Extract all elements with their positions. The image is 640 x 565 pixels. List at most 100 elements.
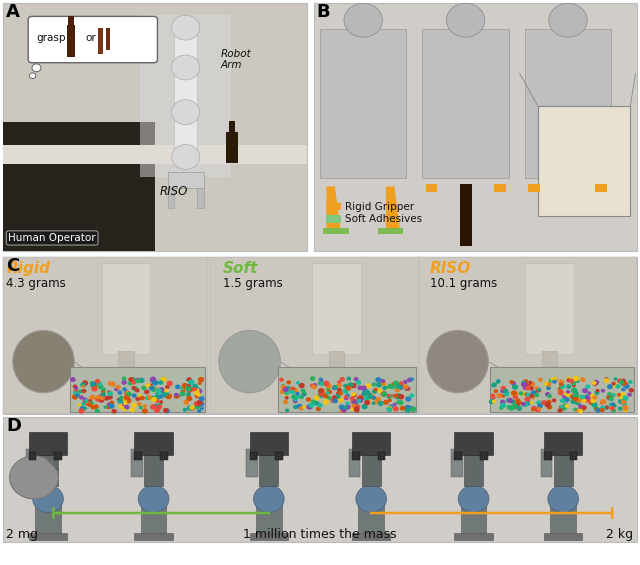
Circle shape <box>82 389 86 393</box>
Circle shape <box>117 398 124 403</box>
Bar <box>525 29 611 178</box>
Polygon shape <box>386 186 400 229</box>
Circle shape <box>346 385 351 390</box>
Circle shape <box>623 408 628 412</box>
Circle shape <box>161 377 166 381</box>
Circle shape <box>535 407 541 412</box>
Circle shape <box>150 386 157 392</box>
Circle shape <box>180 386 185 390</box>
Circle shape <box>375 377 381 383</box>
Bar <box>275 452 283 460</box>
Circle shape <box>10 456 58 499</box>
Bar <box>3 257 208 414</box>
Circle shape <box>593 406 599 411</box>
Circle shape <box>372 401 376 405</box>
Circle shape <box>372 383 376 386</box>
Circle shape <box>548 379 554 383</box>
Circle shape <box>558 390 564 395</box>
Circle shape <box>521 402 526 406</box>
Circle shape <box>492 399 496 403</box>
Circle shape <box>84 399 88 403</box>
Circle shape <box>75 393 80 398</box>
Bar <box>3 257 637 414</box>
Circle shape <box>361 392 367 397</box>
Circle shape <box>624 384 630 389</box>
Circle shape <box>163 408 169 413</box>
Circle shape <box>497 393 502 398</box>
Bar <box>174 20 197 157</box>
Circle shape <box>364 390 370 395</box>
Circle shape <box>557 386 562 390</box>
Circle shape <box>129 407 135 412</box>
Circle shape <box>591 402 598 407</box>
Circle shape <box>351 392 356 396</box>
Text: Robot
Arm: Robot Arm <box>221 49 252 70</box>
Circle shape <box>301 392 307 396</box>
Circle shape <box>186 386 191 392</box>
Circle shape <box>447 3 485 37</box>
Bar <box>419 257 637 414</box>
Circle shape <box>345 394 349 398</box>
Circle shape <box>518 392 524 395</box>
Circle shape <box>534 393 540 397</box>
Bar <box>256 499 282 533</box>
Circle shape <box>525 385 531 390</box>
Bar <box>29 452 36 460</box>
Circle shape <box>318 381 323 385</box>
Circle shape <box>618 407 623 411</box>
Circle shape <box>158 380 163 385</box>
Circle shape <box>319 388 324 393</box>
Circle shape <box>403 380 408 384</box>
Circle shape <box>513 403 518 408</box>
Circle shape <box>561 405 567 411</box>
Bar <box>349 449 360 477</box>
Circle shape <box>545 381 549 385</box>
Circle shape <box>397 394 402 398</box>
Circle shape <box>156 388 162 394</box>
Circle shape <box>354 377 358 381</box>
Circle shape <box>623 382 628 387</box>
Circle shape <box>122 387 127 392</box>
Circle shape <box>357 395 363 399</box>
Circle shape <box>353 404 359 409</box>
Circle shape <box>590 394 595 398</box>
Bar <box>140 15 231 177</box>
Circle shape <box>600 399 606 405</box>
Circle shape <box>529 394 534 398</box>
Circle shape <box>182 408 187 412</box>
Circle shape <box>354 407 360 412</box>
Circle shape <box>374 400 378 404</box>
Circle shape <box>311 399 317 405</box>
Bar <box>525 263 574 354</box>
Bar <box>3 122 155 251</box>
Circle shape <box>410 393 414 398</box>
Circle shape <box>196 399 203 405</box>
Circle shape <box>99 397 105 403</box>
Circle shape <box>573 376 579 381</box>
Text: Soft Adhesives: Soft Adhesives <box>344 214 422 224</box>
Circle shape <box>388 398 392 402</box>
Circle shape <box>356 399 361 403</box>
Circle shape <box>609 406 614 411</box>
Circle shape <box>500 403 506 408</box>
Circle shape <box>611 408 616 413</box>
Circle shape <box>90 405 96 410</box>
Circle shape <box>511 390 517 395</box>
Circle shape <box>296 381 300 385</box>
Circle shape <box>621 392 625 396</box>
Circle shape <box>117 390 122 395</box>
Circle shape <box>564 404 569 408</box>
Circle shape <box>161 377 167 383</box>
Circle shape <box>189 405 195 410</box>
Circle shape <box>73 384 77 389</box>
Circle shape <box>581 396 586 400</box>
Circle shape <box>187 384 191 388</box>
Circle shape <box>172 15 200 40</box>
Circle shape <box>122 407 127 411</box>
Circle shape <box>562 395 566 398</box>
Circle shape <box>197 409 201 413</box>
Bar <box>570 452 577 460</box>
Circle shape <box>351 400 355 405</box>
Circle shape <box>194 385 198 389</box>
Circle shape <box>131 377 136 382</box>
